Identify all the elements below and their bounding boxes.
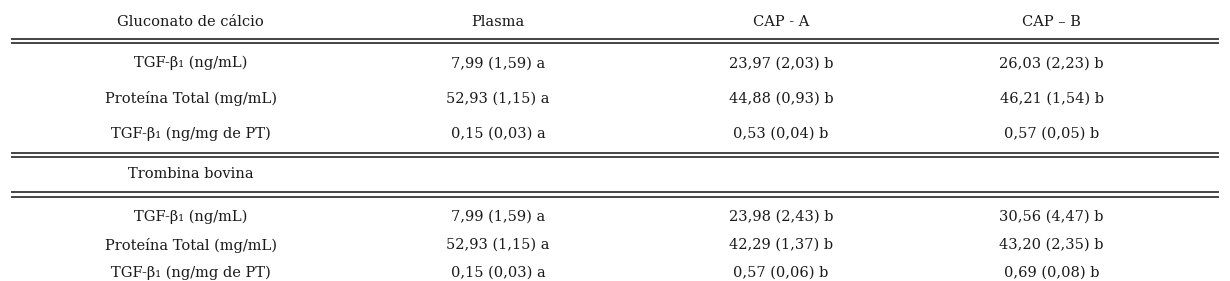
Text: CAP - A: CAP - A bbox=[753, 15, 809, 30]
Text: Plasma: Plasma bbox=[471, 15, 525, 30]
Text: 23,97 (2,03) b: 23,97 (2,03) b bbox=[729, 56, 833, 70]
Text: 52,93 (1,15) a: 52,93 (1,15) a bbox=[446, 91, 550, 105]
Text: 23,98 (2,43) b: 23,98 (2,43) b bbox=[729, 210, 833, 224]
Text: 7,99 (1,59) a: 7,99 (1,59) a bbox=[451, 56, 545, 70]
Text: 26,03 (2,23) b: 26,03 (2,23) b bbox=[999, 56, 1105, 70]
Text: 52,93 (1,15) a: 52,93 (1,15) a bbox=[446, 238, 550, 252]
Text: 43,20 (2,35) b: 43,20 (2,35) b bbox=[1000, 238, 1103, 252]
Text: TGF-β₁ (ng/mL): TGF-β₁ (ng/mL) bbox=[134, 210, 247, 224]
Text: 0,15 (0,03) a: 0,15 (0,03) a bbox=[450, 126, 546, 140]
Text: 42,29 (1,37) b: 42,29 (1,37) b bbox=[729, 238, 833, 252]
Text: CAP – B: CAP – B bbox=[1022, 15, 1081, 30]
Text: TGF-β₁ (ng/mg de PT): TGF-β₁ (ng/mg de PT) bbox=[111, 126, 271, 141]
Text: 44,88 (0,93) b: 44,88 (0,93) b bbox=[728, 91, 834, 105]
Text: 46,21 (1,54) b: 46,21 (1,54) b bbox=[1000, 91, 1103, 105]
Text: Gluconato de cálcio: Gluconato de cálcio bbox=[117, 15, 264, 30]
Text: Trombina bovina: Trombina bovina bbox=[128, 167, 253, 181]
Text: Proteína Total (mg/mL): Proteína Total (mg/mL) bbox=[105, 237, 277, 253]
Text: TGF-β₁ (ng/mL): TGF-β₁ (ng/mL) bbox=[134, 56, 247, 71]
Text: 0,53 (0,04) b: 0,53 (0,04) b bbox=[733, 126, 829, 140]
Text: 0,57 (0,05) b: 0,57 (0,05) b bbox=[1004, 126, 1100, 140]
Text: 30,56 (4,47) b: 30,56 (4,47) b bbox=[1000, 210, 1103, 224]
Text: Proteína Total (mg/mL): Proteína Total (mg/mL) bbox=[105, 91, 277, 106]
Text: TGF-β₁ (ng/mg de PT): TGF-β₁ (ng/mg de PT) bbox=[111, 266, 271, 280]
Text: 0,15 (0,03) a: 0,15 (0,03) a bbox=[450, 266, 546, 280]
Text: 7,99 (1,59) a: 7,99 (1,59) a bbox=[451, 210, 545, 224]
Text: 0,69 (0,08) b: 0,69 (0,08) b bbox=[1004, 266, 1100, 280]
Text: 0,57 (0,06) b: 0,57 (0,06) b bbox=[733, 266, 829, 280]
